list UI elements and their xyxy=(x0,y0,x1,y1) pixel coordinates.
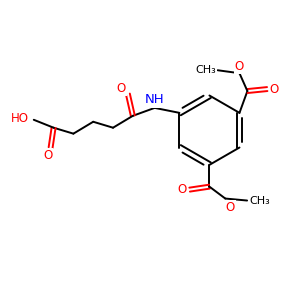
Text: NH: NH xyxy=(145,94,164,106)
Text: O: O xyxy=(177,183,186,196)
Text: HO: HO xyxy=(11,112,29,125)
Text: O: O xyxy=(269,82,279,96)
Text: O: O xyxy=(43,149,52,162)
Text: CH₃: CH₃ xyxy=(250,196,270,206)
Text: O: O xyxy=(235,60,244,73)
Text: O: O xyxy=(116,82,126,94)
Text: O: O xyxy=(226,201,235,214)
Text: CH₃: CH₃ xyxy=(195,65,216,75)
